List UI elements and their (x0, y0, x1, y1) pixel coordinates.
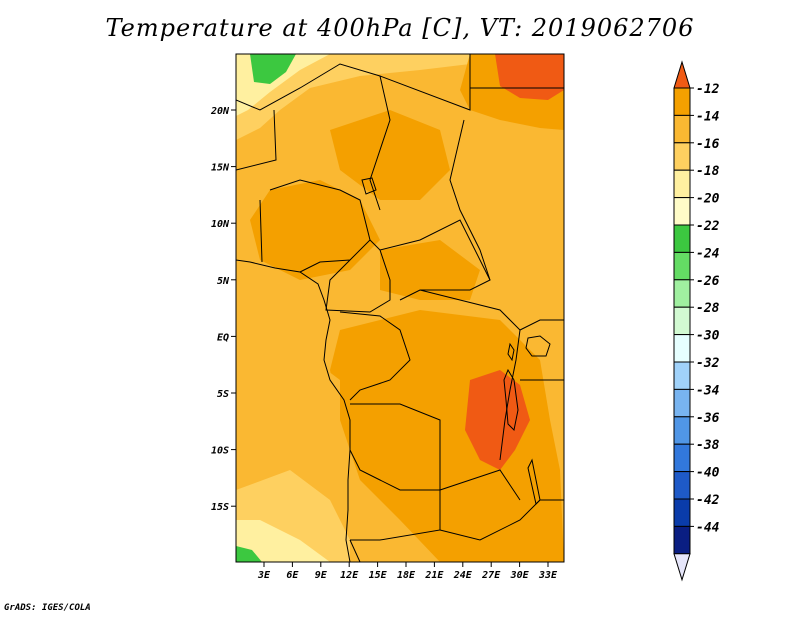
border-south (349, 539, 361, 562)
colorbar-box (673, 87, 691, 116)
colorbar: -12 -14 -16 -18 -20 -22 -24 -26 -28 -30 -32 -34 -36 -… (673, 60, 720, 582)
border-sahara-north (236, 54, 471, 111)
colorbar-label: -32 (696, 356, 720, 371)
colorbar-box (673, 224, 691, 253)
field-south-west-pale (236, 520, 330, 562)
lat-tick-label: 5S (217, 389, 229, 400)
colorbar-label: -40 (696, 466, 720, 481)
lat-tick-label: EQ (217, 332, 229, 343)
border-niger-chad (369, 75, 391, 211)
map-title: Temperature at 400hPa [C], VT: 201906270… (105, 14, 695, 42)
lat-tick-label: 15S (211, 502, 229, 513)
colorbar-label: -14 (696, 109, 720, 124)
longitude-axis: 3E 6E 9E 12E 15E 18E 21E 24E 27E 30E 33E (257, 562, 558, 581)
colorbar-label: -44 (696, 520, 720, 535)
lon-tick-label: 9E (315, 570, 328, 581)
border-mali-niger (236, 109, 277, 171)
field-west-warm-1 (250, 180, 380, 280)
temperature-field (236, 54, 564, 562)
field-west-warm-2 (330, 110, 450, 200)
border-angola (349, 449, 441, 541)
colorbar-box (673, 443, 691, 473)
lake-tanganyika (503, 368, 519, 432)
colorbar-box (673, 251, 691, 281)
border-east (519, 319, 564, 331)
lon-tick-label: 15E (369, 570, 388, 581)
border-drc-east (419, 289, 521, 461)
border-cameroon (325, 239, 391, 313)
colorbar-top-arrow (673, 60, 691, 89)
lon-tick-label: 30E (510, 570, 530, 581)
colorbar-box (673, 169, 691, 199)
lat-tick-label: 15N (211, 163, 230, 174)
field-north-west-cool (236, 54, 480, 140)
colorbar-box (673, 361, 691, 390)
colorbar-label: -42 (696, 493, 720, 508)
lon-tick-label: 6E (286, 570, 299, 581)
colorbar-label: -34 (696, 383, 720, 398)
lat-tick-label: 10S (211, 446, 229, 457)
colorbar-label: -12 (696, 82, 720, 97)
country-borders (236, 54, 564, 562)
colorbar-box (673, 142, 691, 171)
colorbar-box (673, 334, 691, 363)
colorbar-label: -38 (696, 438, 720, 453)
colorbar-box (673, 306, 691, 336)
lake-victoria (525, 335, 551, 357)
lake-kivu (507, 342, 515, 362)
field-congo-warm (330, 310, 564, 562)
lon-tick-label: 18E (397, 570, 416, 581)
border-benin-togo (259, 199, 263, 263)
colorbar-label: -18 (696, 164, 720, 179)
field-south-west-green (236, 546, 262, 562)
colorbar-box (673, 498, 691, 527)
field-gulf-cool (236, 340, 340, 450)
colorbar-box (673, 388, 691, 418)
border-nigeria (269, 179, 371, 273)
border-congo (339, 311, 411, 401)
field-north-west-green (250, 54, 296, 84)
colorbar-label: -26 (696, 274, 720, 289)
lake-chad (361, 177, 377, 195)
lat-tick-label: 10N (211, 219, 230, 230)
border-chad-sudan (449, 119, 491, 281)
colorbar-box (673, 197, 691, 226)
border-zambia (439, 499, 564, 541)
colorbar-label: -30 (696, 329, 720, 344)
coastline-west (236, 259, 351, 562)
map-frame (235, 53, 565, 563)
lon-tick-label: 33E (538, 570, 558, 581)
colorbar-label: -28 (696, 301, 720, 316)
lat-tick-label: 5N (217, 276, 230, 287)
colorbar-label: -16 (696, 137, 720, 152)
field-central-warm (380, 240, 480, 300)
colorbar-box (673, 279, 691, 308)
field-rift-hot (465, 370, 530, 470)
lon-tick-label: 27E (481, 570, 501, 581)
colorbar-label: -22 (696, 219, 720, 234)
lon-tick-label: 24E (453, 570, 473, 581)
lon-tick-label: 3E (257, 570, 271, 581)
lake-malawi (527, 458, 541, 505)
lat-tick-label: 20N (210, 106, 230, 117)
lon-tick-label: 21E (424, 570, 444, 581)
colorbar-bottom-arrow (673, 553, 691, 582)
colorbar-box (673, 471, 691, 500)
latitude-axis: 20N 15N 10N 5N EQ 5S 10S 15S (210, 106, 236, 513)
colorbar-label: -36 (696, 411, 720, 426)
colorbar-box (673, 525, 691, 555)
colorbar-box (673, 416, 691, 445)
colorbar-label: -24 (696, 246, 720, 261)
colorbar-box (673, 114, 691, 144)
lon-tick-label: 12E (340, 570, 359, 581)
grads-credit: GrADS: IGES/COLA (4, 603, 91, 613)
colorbar-label: -20 (696, 192, 720, 207)
